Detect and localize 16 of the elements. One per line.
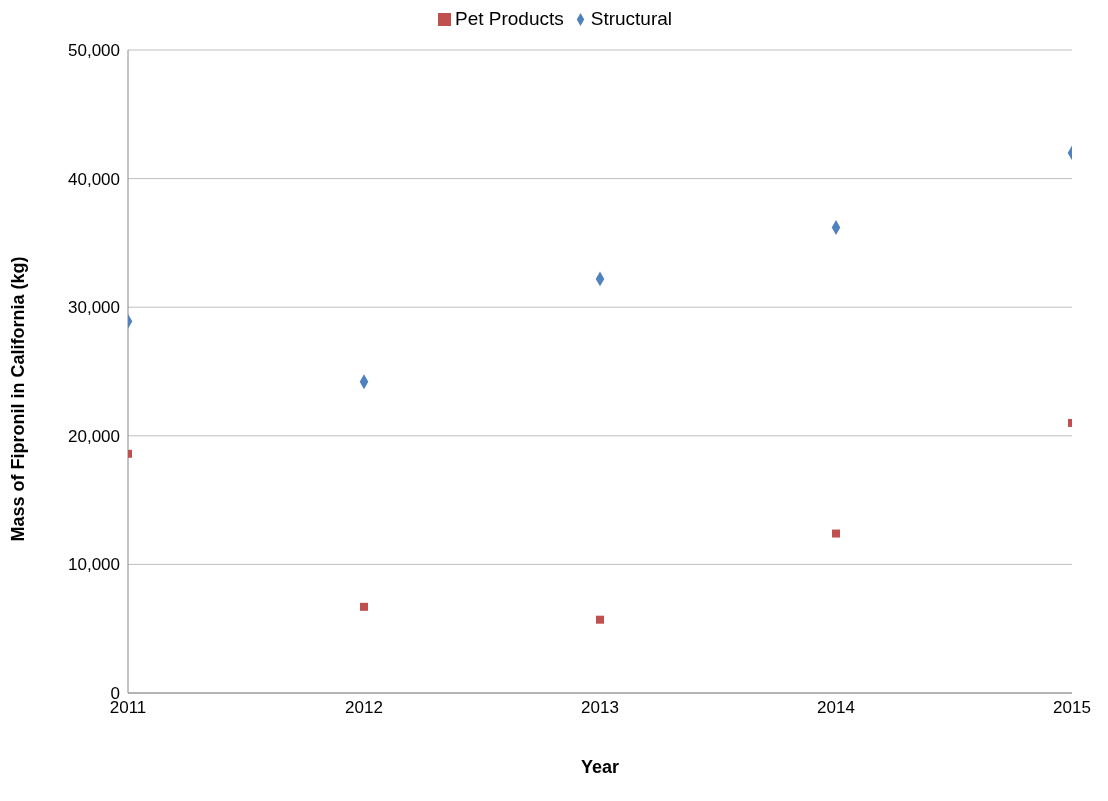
y-tick-label: 40,000 [68,169,120,189]
point [360,602,368,611]
x-axis-title: Year [580,757,620,777]
point [832,529,840,538]
y-tick-label: 50,000 [68,41,120,61]
y-tick-label: 10,000 [68,555,120,575]
legend-label: Structural [590,8,673,29]
y-tick-label: 20,000 [68,426,120,446]
x-tick-label: 2013 [581,698,619,718]
y-tick-label: 30,000 [68,298,120,318]
y-axis-title: Mass of Fipronil in California (kg) [8,256,29,542]
legend-label: Pet Products [454,8,564,29]
x-tick-label: 2015 [1053,698,1091,718]
point [596,615,604,624]
x-tick-label: 2012 [345,698,383,718]
x-tick-label: 2014 [817,698,855,718]
